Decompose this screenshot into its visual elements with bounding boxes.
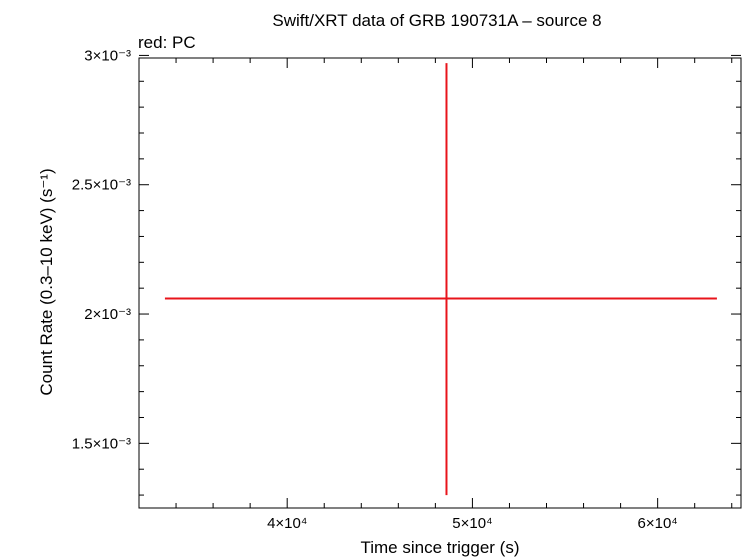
y-tick-label: 1.5×10⁻³ [72,435,131,452]
x-axis-label: Time since trigger (s) [360,538,519,557]
y-tick-label: 2.5×10⁻³ [72,177,131,194]
x-tick-labels: 4×10⁴ 5×10⁴ 6×10⁴ [267,515,678,532]
x-tick-label: 6×10⁴ [638,515,678,532]
data-layer [164,63,717,496]
minor-ticks [139,58,741,508]
x-tick-label: 4×10⁴ [267,515,307,532]
major-ticks [139,54,741,508]
y-axis-label: Count Rate (0.3–10 keV) (s⁻¹) [37,168,56,395]
y-tick-label: 3×10⁻³ [84,47,131,64]
y-tick-labels: 1.5×10⁻³ 2×10⁻³ 2.5×10⁻³ 3×10⁻³ [72,47,131,452]
x-tick-label: 5×10⁴ [452,515,492,532]
y-tick-label: 2×10⁻³ [84,306,131,323]
legend-label: red: PC [138,33,196,52]
chart-title: Swift/XRT data of GRB 190731A – source 8 [272,11,601,30]
data-point [164,63,717,496]
plot-frame [138,57,742,509]
